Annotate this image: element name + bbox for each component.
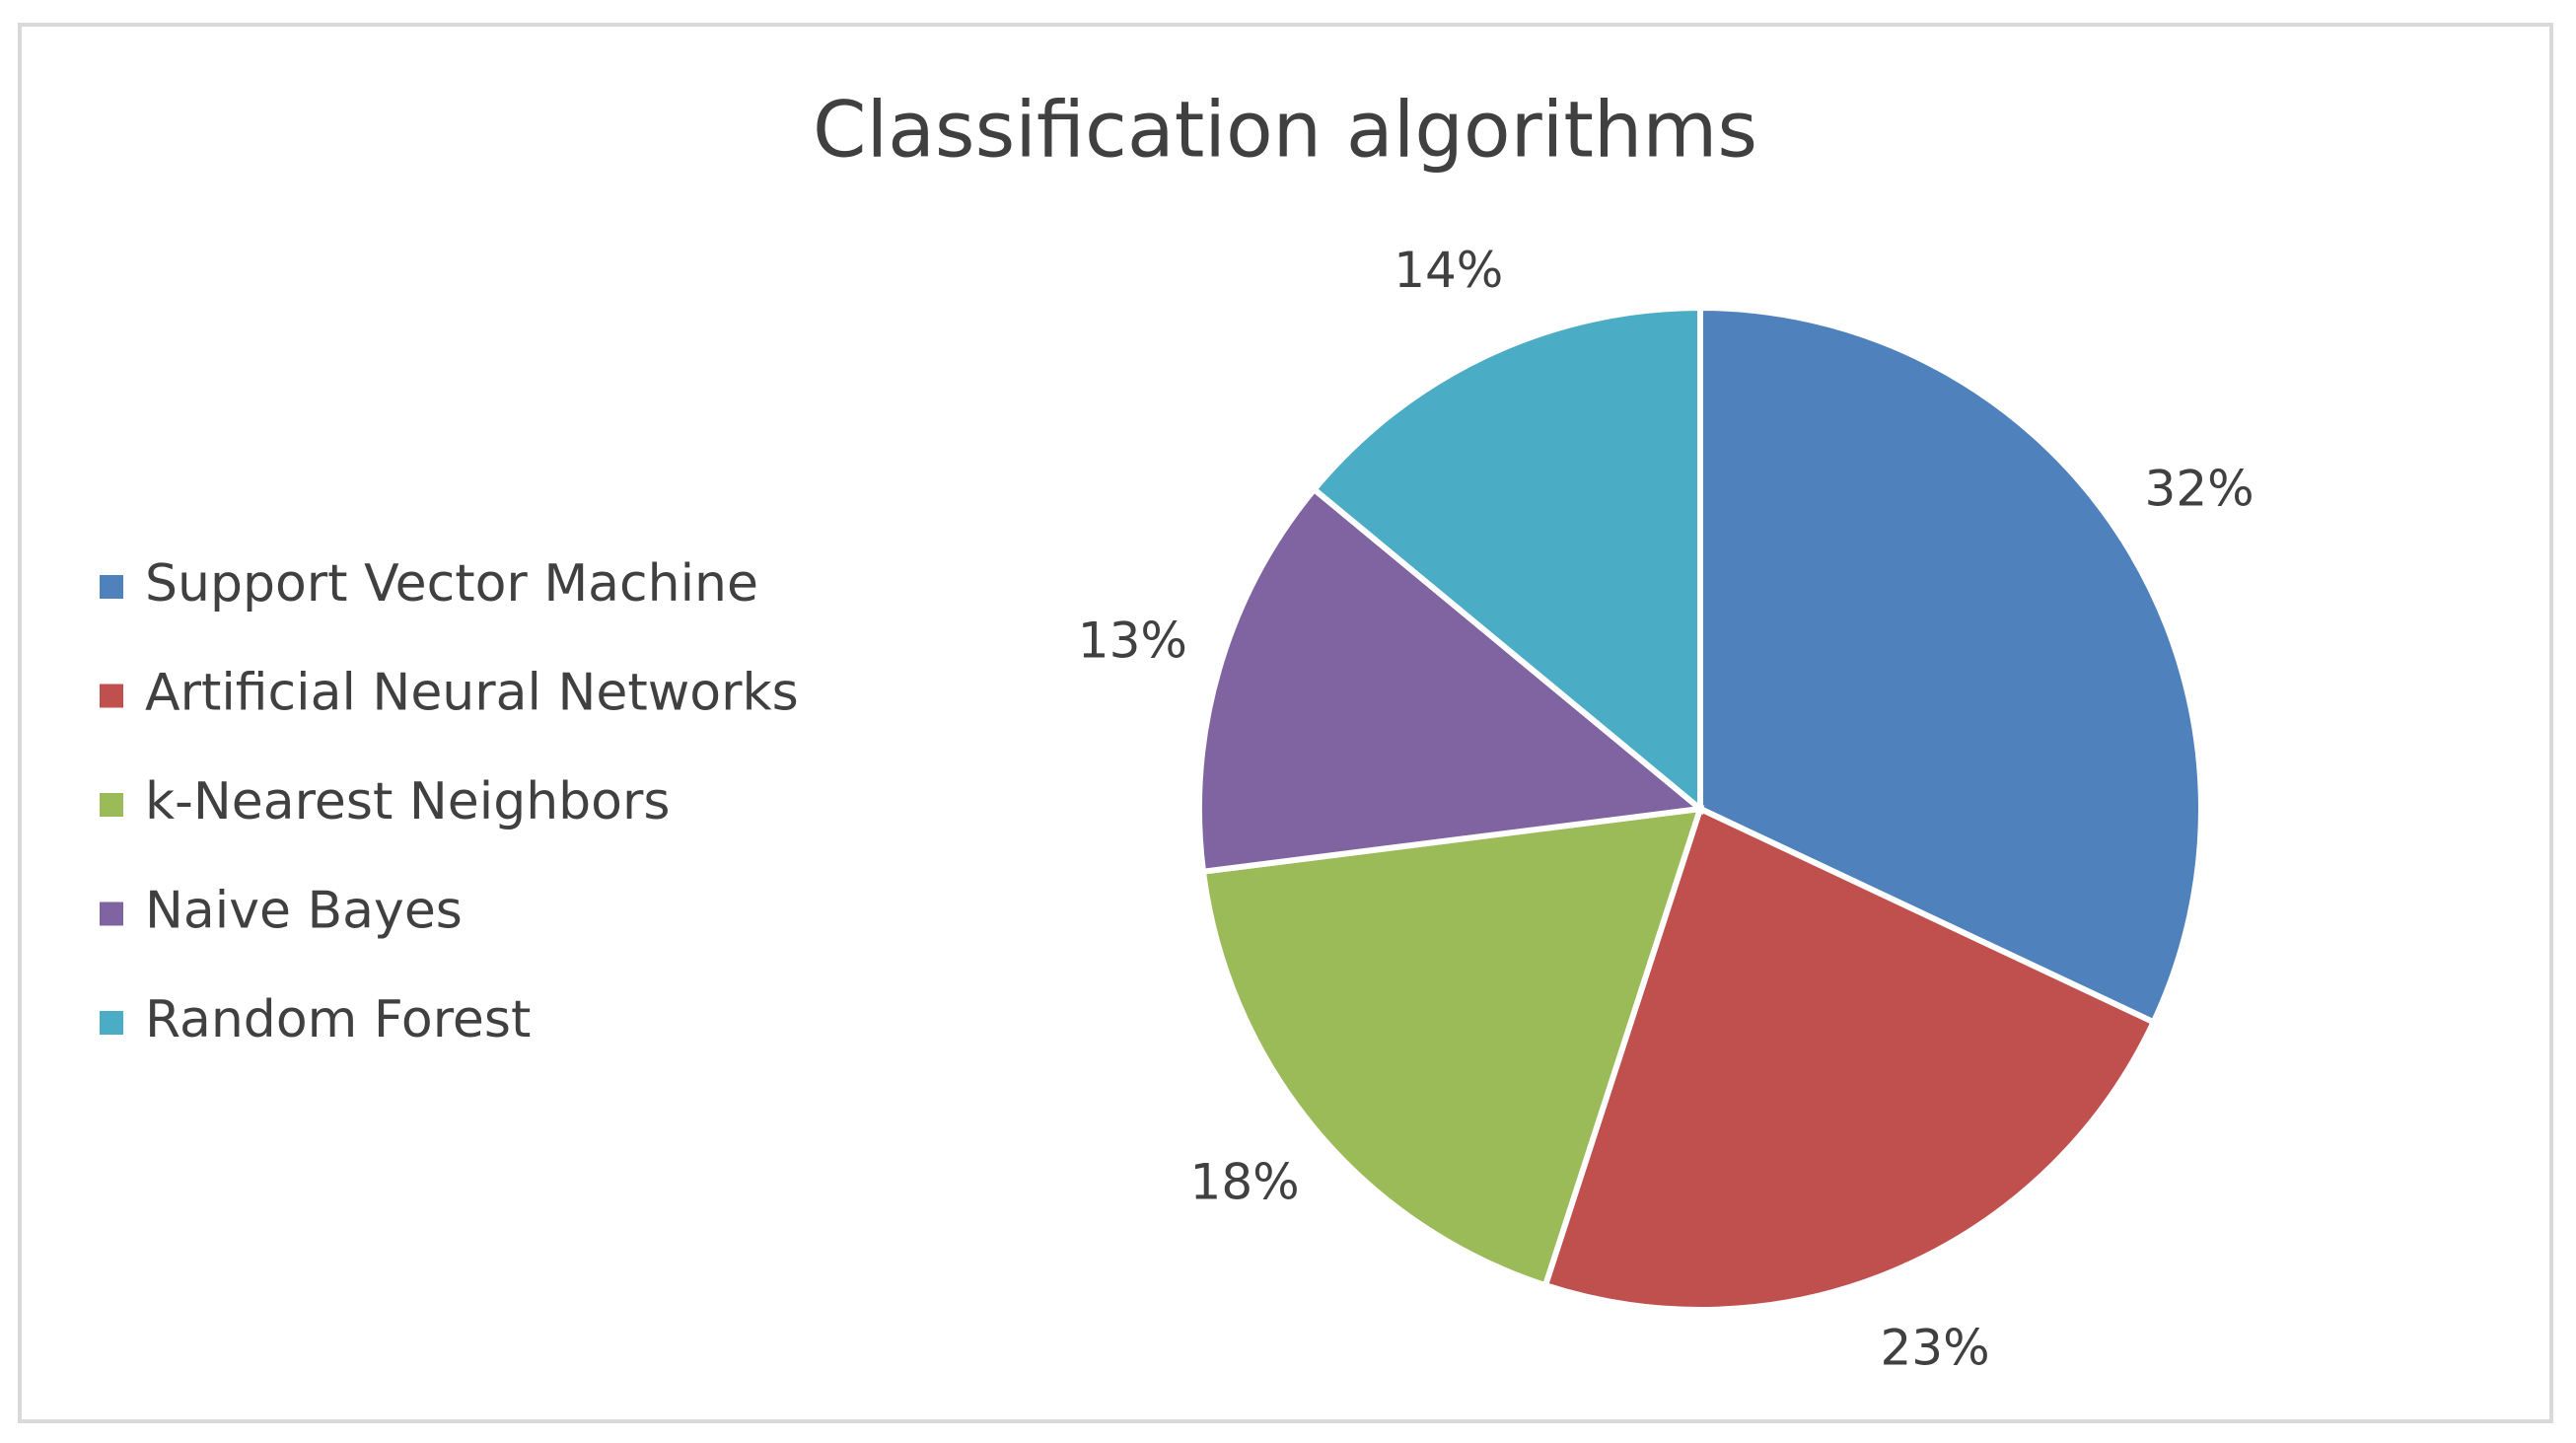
data-label: 13% [1078, 612, 1187, 669]
legend-swatch [100, 793, 123, 817]
legend-label: Support Vector Machine [145, 554, 758, 613]
legend-label: Artificial Neural Networks [145, 664, 799, 723]
legend-swatch [100, 1011, 123, 1035]
legend-swatch [100, 902, 123, 926]
legend-swatch [100, 575, 123, 599]
data-label: 32% [2145, 460, 2254, 517]
legend-label: Naive Bayes [145, 882, 463, 941]
data-label: 14% [1394, 242, 1503, 299]
pie-slice [1697, 304, 2204, 1027]
legend-label: k-Nearest Neighbors [145, 772, 670, 831]
pie-slice [1196, 484, 1708, 876]
chart-title: Classification algorithms [813, 86, 1757, 175]
legend-label: Random Forest [145, 990, 531, 1049]
pie-slice [1310, 304, 1703, 816]
data-label: 18% [1190, 1154, 1300, 1211]
legend-swatch [100, 684, 123, 708]
pie-slice [1199, 805, 1705, 1289]
data-label: 23% [1880, 1320, 1989, 1377]
pie-slice [1541, 804, 2158, 1313]
